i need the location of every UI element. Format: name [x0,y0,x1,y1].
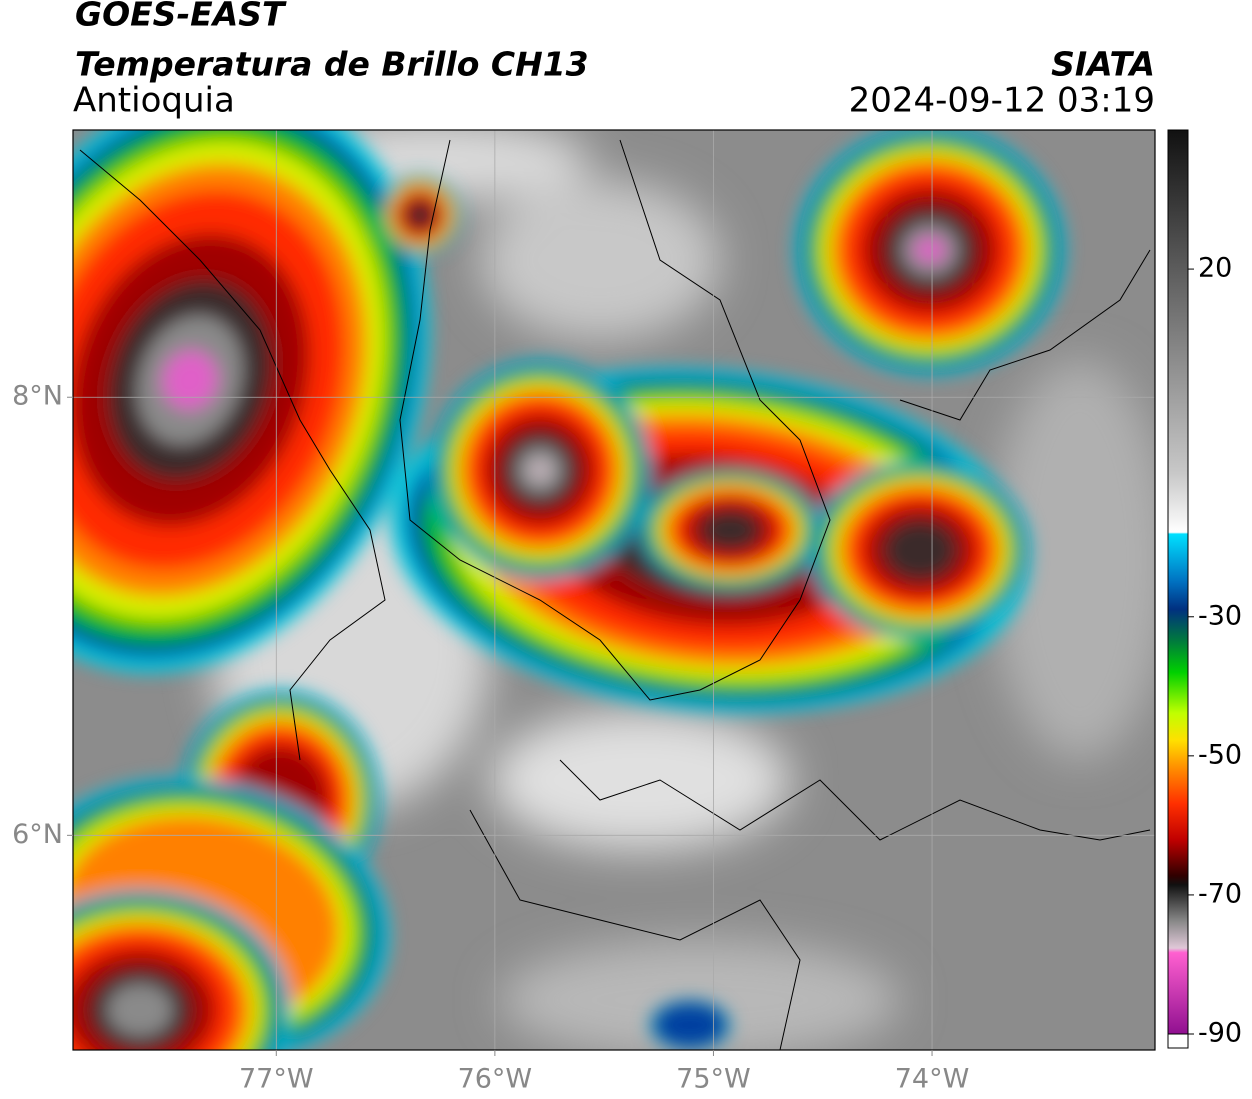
border [79,149,386,761]
border [399,139,831,701]
storm [640,470,820,590]
graticule [73,130,1155,1050]
storm-layer [107,983,173,1037]
cloud [490,710,790,850]
colorbar-tick-label: -50 [1198,739,1242,770]
border [469,809,801,1050]
border [899,249,1151,421]
region: Antioquia [73,81,235,121]
colorbar-tick-label: 20 [1198,253,1232,284]
colorbar: 20 -30 -50 -70 -90 [1167,129,1242,1049]
cloud [500,940,900,1050]
storm [650,1000,730,1050]
y-tick-label: 6°N [12,819,63,850]
cloud [990,360,1155,760]
storm-layer [882,519,958,581]
x-tick-label: 76°W [458,1064,533,1095]
storm [810,460,1030,640]
colorbar-gradient [1168,130,1188,1034]
storm-layer [406,201,434,229]
y-tick-label: 8°N [12,381,63,412]
source: SIATA [1051,45,1155,84]
colorbar-extension [1167,1033,1189,1049]
x-tick-label: 74°W [895,1064,970,1095]
satellite-imagery [73,130,1155,1050]
colorbar-frame [1167,129,1189,1049]
map-frame [72,129,1156,1051]
colorbar-tick-label: -30 [1198,600,1242,631]
storm-core [913,237,947,263]
map-ticks: 77°W 76°W 75°W 74°W 8°N 6°N [12,381,969,1095]
colorbar-tick-label: -90 [1198,1018,1242,1049]
storms [73,130,1065,1050]
colorbar-tick-label: -70 [1198,878,1242,909]
storm [73,130,430,673]
cloud [480,180,720,340]
x-tick-label: 77°W [239,1064,314,1095]
storm [380,175,460,255]
storm-layer [529,459,551,481]
storm [73,890,290,1050]
storm [795,130,1065,375]
storm [430,360,650,580]
datetime: 2024-09-12 03:19 [849,81,1155,121]
storm-core [162,350,218,410]
storm-layer [652,1001,728,1049]
subtitle: Temperatura de Brillo CH13 [75,45,589,84]
storm-layer [699,509,761,551]
title: GOES-EAST [75,0,287,34]
x-tick-label: 75°W [676,1064,751,1095]
